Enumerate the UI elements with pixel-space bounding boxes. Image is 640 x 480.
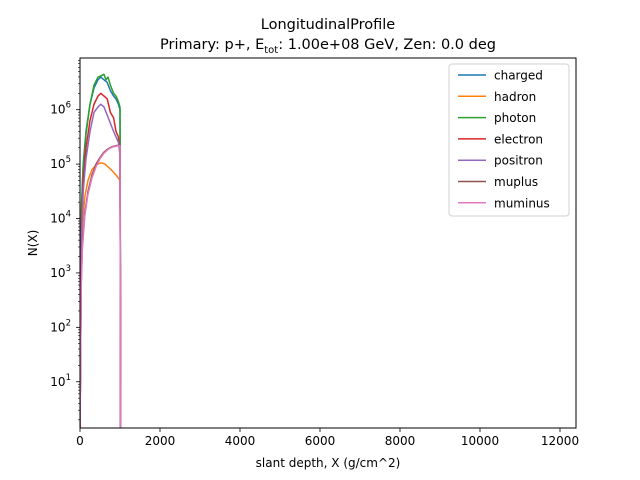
y-axis: 101 102 103 104 105 106 [50, 60, 80, 421]
chart-title-text: LongitudinalProfile [261, 17, 395, 33]
x-tick-label: 10000 [461, 434, 499, 448]
series-line-photon [80, 73, 122, 428]
y-tick-label: 105 [50, 155, 71, 171]
x-axis: 0 2000 4000 6000 8000 10000 12000 [76, 428, 579, 448]
subtitle-prefix: Primary: p+, E [160, 37, 264, 53]
y-tick-label: 103 [50, 264, 71, 280]
y-axis-label: N(X) [26, 230, 40, 257]
legend-label-muminus: muminus [494, 196, 550, 210]
x-tick-label: 12000 [541, 434, 579, 448]
legend-label-positron: positron [494, 154, 543, 168]
y-tick-label: 106 [50, 101, 71, 117]
x-axis-label: slant depth, X (g/cm^2) [256, 456, 401, 470]
x-tick-label: 6000 [305, 434, 336, 448]
plot-frame [79, 57, 577, 429]
series-layer [80, 73, 122, 428]
y-tick-label: 102 [50, 318, 71, 334]
legend-box [448, 63, 570, 217]
x-tick-label: 4000 [225, 434, 256, 448]
subtitle-suffix: : 1.00e+08 GeV, Zen: 0.0 deg [278, 37, 496, 53]
legend: charged hadron photon electron positron muplu… [448, 63, 570, 217]
chart-subtitle: Primary: p+, Etot: 1.00e+08 GeV, Zen: 0.… [160, 37, 496, 56]
legend-label-electron: electron [494, 132, 543, 146]
legend-label-hadron: hadron [494, 90, 536, 104]
series-line-hadron [80, 162, 122, 428]
series-line-muminus [80, 144, 122, 428]
legend-label-charged: charged [494, 69, 543, 83]
subtitle-subscript: tot [264, 45, 278, 56]
chart-title: LongitudinalProfile Primary: p+, Etot: 1… [160, 17, 496, 56]
series-line-electron [80, 92, 122, 428]
legend-label-muplus: muplus [494, 175, 538, 189]
x-tick-label: 2000 [145, 434, 176, 448]
y-tick-label: 101 [50, 373, 71, 389]
x-tick-label: 0 [76, 434, 84, 448]
legend-label-photon: photon [494, 111, 536, 125]
y-tick-label: 104 [50, 210, 71, 226]
x-tick-label: 8000 [385, 434, 416, 448]
